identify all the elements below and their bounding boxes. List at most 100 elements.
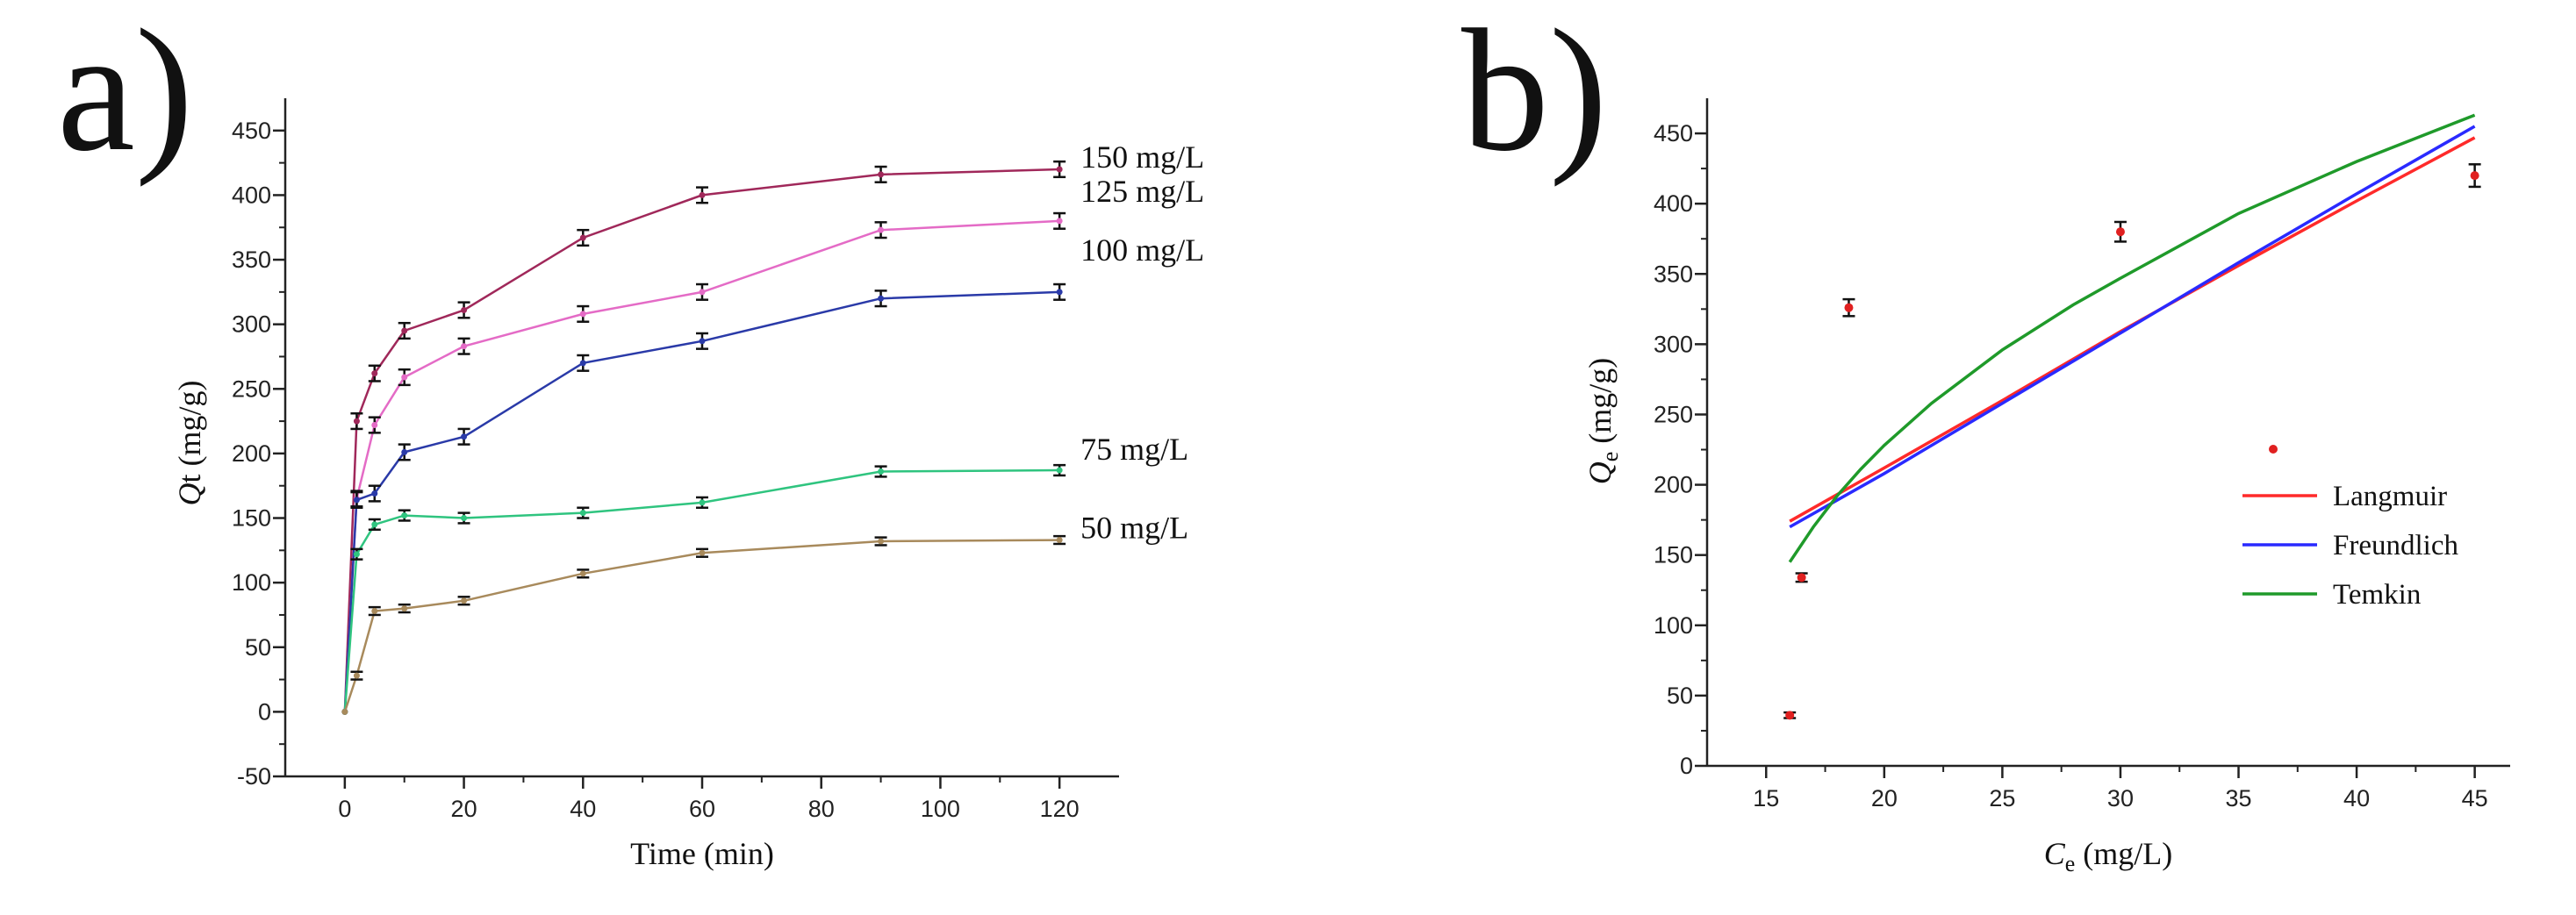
panel-a-axes: -50 0 50 100 150 200 250 300 350 400 450 0 20 40 60 80 1… bbox=[232, 98, 1119, 822]
data-point bbox=[2470, 171, 2479, 181]
data-point bbox=[353, 497, 360, 504]
data-point bbox=[699, 499, 706, 506]
panel-a-y-tick-label: 50 bbox=[245, 634, 271, 661]
series-line-4 bbox=[343, 539, 1060, 712]
panel-a-y-tick-label: 0 bbox=[258, 698, 271, 725]
legend-label-langmuir: Langmuir bbox=[2333, 481, 2447, 512]
panel-b-y-tick-label: 350 bbox=[1654, 261, 1693, 287]
panel-a-y-tick-label: 150 bbox=[232, 505, 271, 532]
data-point bbox=[1056, 289, 1063, 296]
data-point bbox=[401, 512, 408, 519]
panel-a-x-tick-label: 40 bbox=[570, 796, 596, 822]
data-point bbox=[461, 343, 468, 350]
panel-b-y-axis-title: Qe (mg/g) bbox=[1582, 358, 1623, 485]
data-point bbox=[699, 191, 706, 198]
panel-b-fit-curves bbox=[1788, 113, 2476, 563]
panel-a-y-axis-title-rest: t (mg/g) bbox=[172, 381, 207, 483]
data-point bbox=[353, 551, 360, 558]
data-point bbox=[371, 490, 378, 497]
panel-b-y-axis-title-rest: (mg/g) bbox=[1582, 358, 1618, 452]
panel-b-x-tick-label: 30 bbox=[2107, 785, 2134, 811]
panel-b-legend: Langmuir Freundlich Temkin bbox=[2242, 445, 2458, 611]
panel-b-data-points bbox=[1783, 163, 2481, 720]
data-point bbox=[1797, 573, 1806, 583]
panel-a-y-axis-title: Qt (mg/g) bbox=[172, 381, 207, 506]
panel-b-axes: 0 50 100 150 200 250 300 350 400 450 15 20 25 30 35 40 4… bbox=[1654, 98, 2510, 811]
legend-label-temkin: Temkin bbox=[2333, 579, 2421, 611]
panel-a-x-tick-label: 80 bbox=[808, 796, 835, 822]
panel-a-y-tick-label: 450 bbox=[232, 118, 271, 144]
panel-a-y-axis-title-italic: Q bbox=[172, 483, 207, 505]
panel-b-label: b) bbox=[1461, 0, 1608, 188]
data-point bbox=[461, 306, 468, 313]
panel-b-x-axis-title-italic: C bbox=[2044, 836, 2066, 871]
data-point bbox=[878, 468, 885, 475]
series-label: 100 mg/L bbox=[1080, 232, 1204, 268]
data-point bbox=[1056, 218, 1063, 225]
panel-b-y-tick-label: 200 bbox=[1654, 472, 1693, 498]
data-point bbox=[579, 360, 586, 367]
panel-b-y-tick-label: 450 bbox=[1654, 120, 1693, 147]
panel-b-x-tick-label: 45 bbox=[2462, 785, 2488, 811]
panel-b-x-axis-title-rest: (mg/L) bbox=[2075, 836, 2172, 871]
panel-b-chart: b) 0 50 100 150 200 250 300 350 400 450 15 20 25 30 35… bbox=[1461, 0, 2510, 876]
data-point bbox=[461, 515, 468, 522]
data-point bbox=[401, 448, 408, 455]
data-point bbox=[699, 549, 706, 556]
legend-point-marker bbox=[2269, 445, 2278, 454]
panel-b-y-axis-title-italic: Q bbox=[1582, 461, 1618, 484]
data-point bbox=[1056, 537, 1063, 544]
data-point bbox=[2115, 227, 2125, 237]
data-point bbox=[878, 226, 885, 233]
panel-a-y-tick-label: 100 bbox=[232, 569, 271, 596]
data-point bbox=[401, 374, 408, 381]
data-point bbox=[341, 708, 348, 715]
data-point bbox=[401, 605, 408, 612]
data-point bbox=[371, 422, 378, 429]
panel-a-x-tick-label: 20 bbox=[451, 796, 477, 822]
data-point bbox=[878, 295, 885, 302]
data-point bbox=[353, 418, 360, 425]
panel-b-x-tick-label: 35 bbox=[2225, 785, 2251, 811]
data-point bbox=[878, 538, 885, 545]
data-point bbox=[371, 370, 378, 377]
panel-b-y-tick-label: 300 bbox=[1654, 331, 1693, 357]
data-point bbox=[878, 171, 885, 178]
panel-b-y-tick-label: 150 bbox=[1654, 542, 1693, 568]
data-point bbox=[401, 327, 408, 334]
panel-a-x-tick-label: 0 bbox=[338, 796, 351, 822]
data-point bbox=[353, 672, 360, 679]
data-point bbox=[461, 433, 468, 440]
data-point bbox=[579, 510, 586, 517]
panel-a-y-tick-label: 200 bbox=[232, 440, 271, 467]
panel-b-x-tick-label: 20 bbox=[1871, 785, 1898, 811]
panel-a-x-tick-label: 60 bbox=[689, 796, 715, 822]
panel-b-y-tick-label: 400 bbox=[1654, 190, 1693, 217]
panel-b-y-tick-label: 100 bbox=[1654, 612, 1693, 639]
panel-b-x-tick-label: 15 bbox=[1753, 785, 1779, 811]
data-point bbox=[371, 608, 378, 615]
fit-curve-langmuir bbox=[1789, 136, 2476, 523]
data-point bbox=[699, 289, 706, 296]
data-point bbox=[1056, 467, 1063, 474]
data-point bbox=[579, 234, 586, 241]
panel-a-y-tick-label: 250 bbox=[232, 375, 271, 402]
data-point bbox=[579, 570, 586, 577]
data-point bbox=[579, 311, 586, 318]
data-point bbox=[371, 521, 378, 528]
data-point bbox=[699, 338, 706, 345]
panel-b-y-axis-title-sub: e bbox=[1597, 452, 1623, 462]
data-point bbox=[461, 597, 468, 604]
panel-a-series bbox=[341, 160, 1066, 715]
data-point bbox=[1056, 166, 1063, 173]
panel-b-x-axis-title: Ce (mg/L) bbox=[2044, 836, 2173, 876]
panel-a-x-tick-label: 120 bbox=[1040, 796, 1080, 822]
panel-b-y-tick-label: 50 bbox=[1667, 683, 1693, 709]
panel-a-x-axis-title: Time (min) bbox=[630, 836, 774, 871]
panel-b-y-tick-label: 0 bbox=[1680, 753, 1693, 779]
panel-a-y-tick-label: -50 bbox=[237, 763, 271, 790]
panel-a-chart: a) -50 0 50 100 150 200 250 300 350 400 450 0 20 40 60… bbox=[57, 0, 1204, 871]
panel-a-y-tick-label: 300 bbox=[232, 311, 271, 338]
